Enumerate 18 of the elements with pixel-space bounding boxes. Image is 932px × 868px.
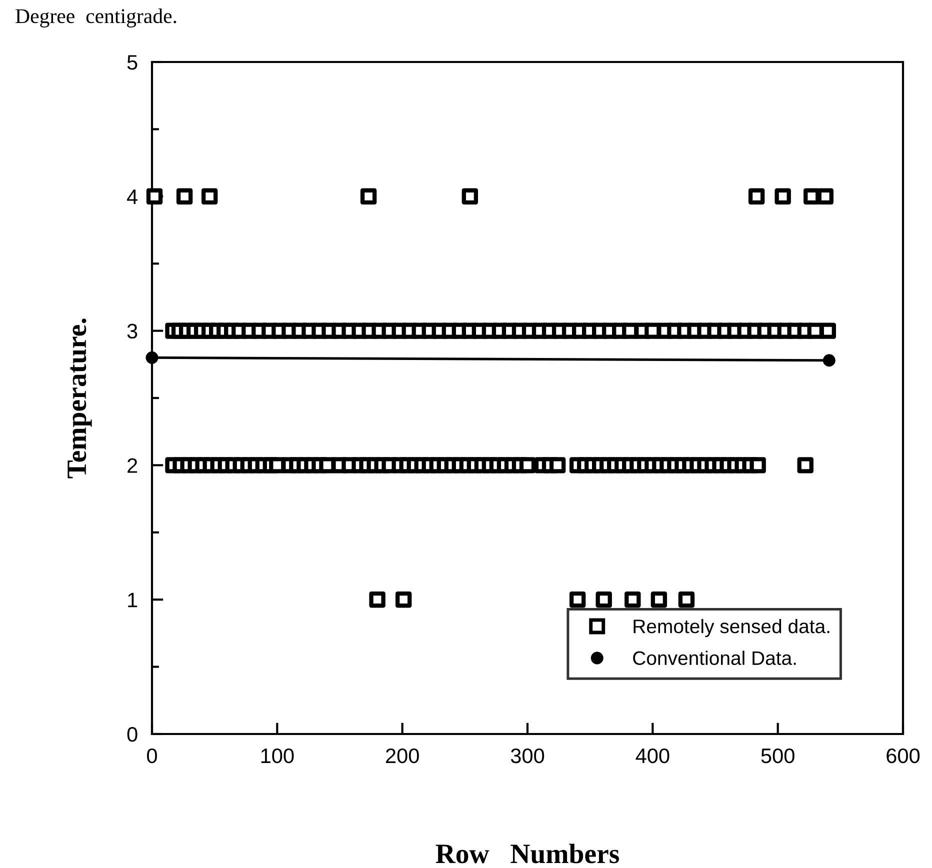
x-tick-label: 400	[636, 748, 670, 764]
x-tick-label: 200	[386, 748, 419, 764]
y-tick-label: 0	[127, 727, 138, 742]
y-axis-title: Temperature.	[68, 318, 92, 478]
y-tick-label: 3	[127, 324, 138, 339]
x-axis-title: Row Numbers	[436, 844, 620, 864]
text: Degree centigrade.	[16, 8, 176, 28]
x-tick-label: 500	[761, 748, 794, 764]
x-tick-label: 300	[510, 748, 544, 764]
y-tick-label: 5	[127, 55, 138, 70]
legend-label: Remotely sensed data.	[634, 618, 830, 638]
y-tick-label: 2	[128, 458, 138, 473]
legend-label: Conventional Data.	[633, 650, 796, 666]
x-tick-label: 100	[261, 748, 294, 764]
y-tick-label: 4	[127, 190, 138, 204]
y-tick-label: 1	[128, 592, 138, 608]
x-tick-label: 0	[147, 748, 157, 764]
x-tick-label: 600	[886, 748, 920, 764]
